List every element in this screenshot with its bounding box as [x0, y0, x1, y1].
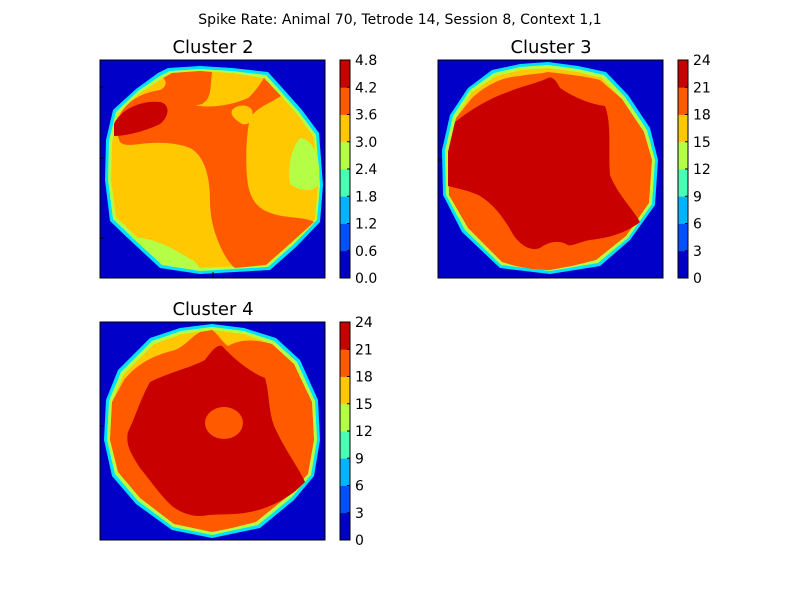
colorbar-tick-label: 6	[355, 479, 364, 495]
panel-title: Cluster 4	[172, 299, 253, 320]
colorbar-segment	[340, 114, 350, 143]
level-2.4-3.0-right	[289, 138, 320, 191]
figure-suptitle: Spike Rate: Animal 70, Tetrode 14, Sessi…	[198, 12, 601, 28]
colorbar-tick-label: 1.2	[355, 217, 377, 233]
panel-cluster-4: Cluster 4 0 3 6 9 12 15 18 21 24	[99, 299, 373, 549]
level-3.6-4.2	[116, 71, 315, 268]
colorbar-tick-label: 3.0	[355, 135, 377, 151]
colorbar-tick-label: 0.6	[355, 244, 377, 260]
colorbar-tick-label: 4.2	[355, 80, 377, 96]
colorbar-tick-label: 24	[355, 315, 373, 331]
colorbar-tick-label: 9	[355, 451, 364, 467]
colorbar-tick-label: 12	[355, 424, 373, 440]
colorbar: 0 3 6 9 12 15 18 21 24	[339, 315, 373, 549]
colorbar-tick-label: 15	[355, 397, 373, 413]
colorbar-tick-label: 9	[693, 189, 702, 205]
colorbar-tick-label: 12	[693, 162, 711, 178]
colorbar-tick-label: 21	[355, 342, 373, 358]
colorbar-tick-label: 3.6	[355, 108, 377, 124]
level-2.4-3.0-left	[130, 237, 200, 268]
colorbar-segment	[678, 87, 688, 115]
colorbar-segment	[340, 376, 350, 405]
colorbar-segment	[340, 60, 350, 88]
colorbar-tick-label: 2.4	[355, 162, 377, 178]
colorbar: 0.0 0.6 1.2 1.8 2.4 3.0 3.6 4.2 4.8	[339, 53, 377, 287]
colorbar-segment	[340, 485, 350, 514]
colorbar-tick-label: 6	[693, 217, 702, 233]
colorbar-tick-label: 15	[693, 135, 711, 151]
panel-title: Cluster 3	[510, 37, 591, 58]
panel-cluster-2: Cluster 2 0.0 0.6 1.2 1.8 2.4 3.0 3.6 4.2 4.8	[99, 37, 377, 287]
colorbar-segment	[678, 60, 688, 88]
plot-frame	[99, 59, 326, 279]
colorbar-segment	[340, 141, 350, 170]
colorbar-tick-label: 0.0	[355, 271, 377, 287]
colorbar-segment	[340, 512, 350, 541]
colorbar-segment	[678, 141, 688, 170]
colorbar-tick-label: 3	[355, 506, 364, 522]
colorbar-tick-label: 0	[693, 271, 702, 287]
colorbar-tick-label: 3	[693, 244, 702, 260]
colorbar-segment	[678, 114, 688, 143]
colorbar: 0 3 6 9 12 15 18 21 24	[677, 53, 711, 287]
plot-frame	[437, 59, 664, 279]
colorbar-segment	[678, 223, 688, 252]
colorbar-segment	[340, 431, 350, 459]
colorbar-tick-label: 4.8	[355, 53, 377, 69]
colorbar-segment	[678, 196, 688, 224]
level-4.2-4.8	[114, 101, 168, 136]
plot-frame	[99, 321, 326, 541]
colorbar-tick-label: 1.8	[355, 189, 377, 205]
panel-title: Cluster 2	[172, 37, 253, 58]
colorbar-segment	[678, 250, 688, 279]
colorbar-tick-label: 18	[693, 108, 711, 124]
level-21-24	[448, 77, 640, 250]
colorbar-segment	[340, 223, 350, 252]
panel-cluster-3: Cluster 3 0 3 6 9 12 15 18 21 24	[437, 37, 711, 287]
colorbar-segment	[340, 250, 350, 279]
colorbar-segment	[340, 196, 350, 224]
level-21-24-pocket	[205, 407, 243, 439]
level-3.6-4.2-pocket	[231, 105, 253, 125]
colorbar-tick-label: 18	[355, 370, 373, 386]
colorbar-segment	[340, 349, 350, 377]
colorbar-segment	[340, 322, 350, 350]
colorbar-segment	[340, 403, 350, 432]
colorbar-tick-label: 0	[355, 533, 364, 549]
colorbar-tick-label: 24	[693, 53, 711, 69]
colorbar-segment	[340, 458, 350, 486]
colorbar-tick-label: 21	[693, 80, 711, 96]
colorbar-segment	[678, 169, 688, 197]
colorbar-segment	[340, 87, 350, 115]
colorbar-segment	[340, 169, 350, 197]
